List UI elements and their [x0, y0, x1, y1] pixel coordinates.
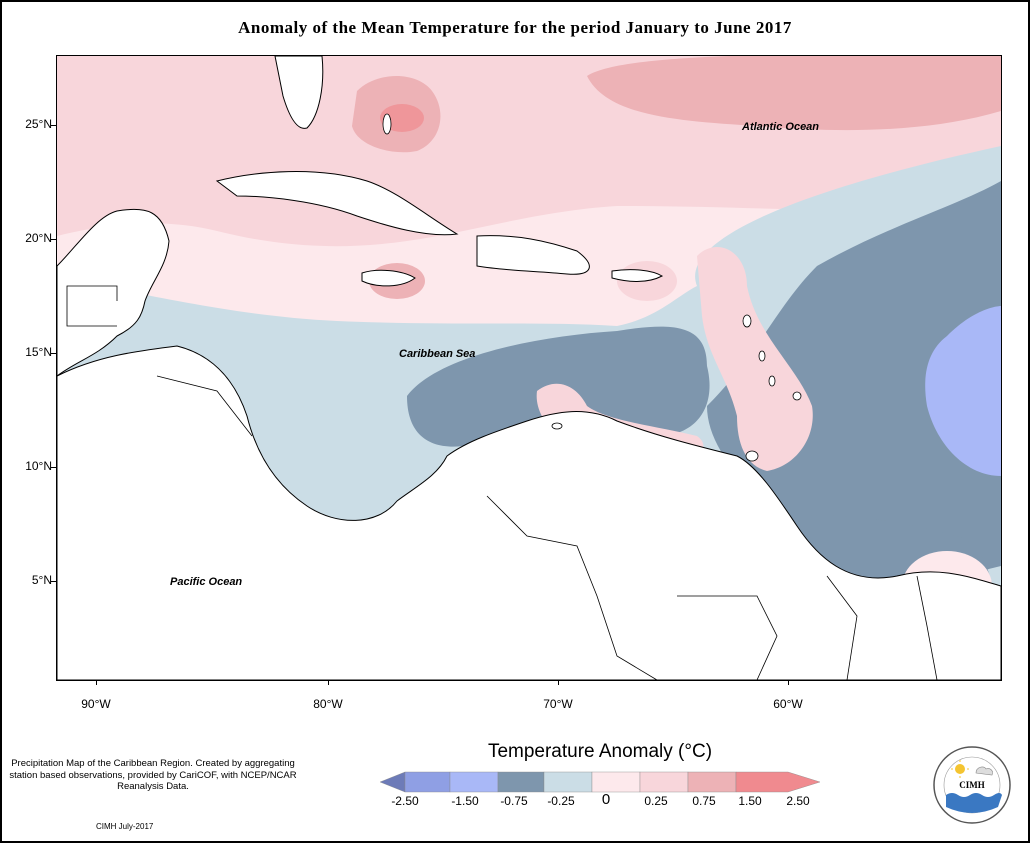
island-barbados [792, 391, 802, 401]
sun-icon [955, 764, 965, 774]
land-hispaniola [476, 235, 590, 275]
colorbar-label: 1.50 [738, 794, 762, 808]
colorbar-bin [404, 771, 451, 793]
border-suriname [916, 575, 938, 680]
logo-text: CIMH [959, 780, 985, 790]
map-title: Anomaly of the Mean Temperature for the … [238, 18, 792, 37]
land-jamaica [361, 269, 416, 287]
colorbar-label: 0.75 [692, 794, 716, 808]
island-guadeloupe [742, 314, 752, 328]
map-panel: Atlantic Ocean Caribbean Sea Pacific Oce… [56, 55, 1002, 681]
x-tick-label: 70°W [543, 697, 573, 711]
colorbar-bin [449, 771, 499, 793]
x-tick-label: 80°W [313, 697, 343, 711]
borders [66, 285, 938, 680]
colorbar-bin [687, 771, 737, 793]
border-belize-guatemala [66, 285, 118, 327]
border-guyana [826, 575, 858, 680]
y-tick-label: 10°N [25, 459, 52, 473]
colorbar-label: 2.50 [786, 794, 810, 808]
colorbar-label: -1.50 [451, 794, 479, 808]
y-tick-label: 25°N [25, 117, 52, 131]
land-cuba [215, 171, 459, 236]
x-tick [788, 680, 789, 685]
x-tick-label: 60°W [773, 697, 803, 711]
cimh-logo: CIMH [933, 746, 1011, 824]
colorbar-bin [543, 771, 593, 793]
border-venezuela-brazil [677, 595, 778, 680]
colorbar [380, 771, 821, 793]
map-note: Precipitation Map of the Caribbean Regio… [9, 758, 297, 792]
land-puerto-rico [611, 269, 664, 282]
colorbar-bin [639, 771, 689, 793]
land-central-south-america [57, 345, 1001, 680]
y-tick-label: 5°N [31, 573, 52, 587]
cloud-icon [975, 766, 993, 776]
credit-text: CIMH July-2017 [96, 822, 154, 831]
zone-slate-atlantic [707, 181, 1001, 585]
x-tick-label: 90°W [81, 697, 111, 711]
x-tick [96, 680, 97, 685]
colorbar-label: 0.25 [644, 794, 668, 808]
x-tick [328, 680, 329, 685]
island-dominica [758, 350, 766, 362]
small-islands [382, 113, 802, 462]
island-andros [382, 113, 392, 135]
y-tick [51, 581, 56, 582]
legend-title: Temperature Anomaly (°C) [487, 741, 713, 762]
border-colombia-venezuela [486, 495, 658, 680]
zone-cool-east [925, 306, 1001, 476]
y-tick [51, 353, 56, 354]
label-caribbean-sea: Caribbean Sea [399, 348, 476, 360]
land-yucatan [57, 208, 170, 377]
colorbar-bin [497, 771, 545, 793]
y-tick-label: 15°N [25, 345, 52, 359]
land [57, 56, 1001, 680]
y-tick [51, 125, 56, 126]
anomaly-map [57, 56, 1001, 680]
island-curacao [551, 422, 563, 430]
y-tick [51, 467, 56, 468]
x-tick [558, 680, 559, 685]
zone-pink-lesser-antilles [697, 247, 813, 471]
y-tick [51, 239, 56, 240]
colorbar-bin [591, 771, 641, 793]
island-martinique [768, 375, 776, 387]
colorbar-label: 0 [601, 791, 611, 808]
y-tick-label: 20°N [25, 231, 52, 245]
colorbar-label: -2.50 [391, 794, 419, 808]
label-atlantic-ocean: Atlantic Ocean [742, 121, 820, 133]
border-honduras [156, 375, 253, 437]
colorbar-label: -0.75 [500, 794, 528, 808]
waves-icon [946, 793, 1002, 813]
colorbar-bin [380, 771, 406, 793]
island-trinidad [745, 450, 759, 462]
label-pacific-ocean: Pacific Ocean [170, 576, 243, 588]
land-florida [274, 56, 324, 129]
colorbar-bin [735, 771, 821, 793]
colorbar-label: -0.25 [547, 794, 575, 808]
zone-warm-ne [587, 56, 1001, 131]
